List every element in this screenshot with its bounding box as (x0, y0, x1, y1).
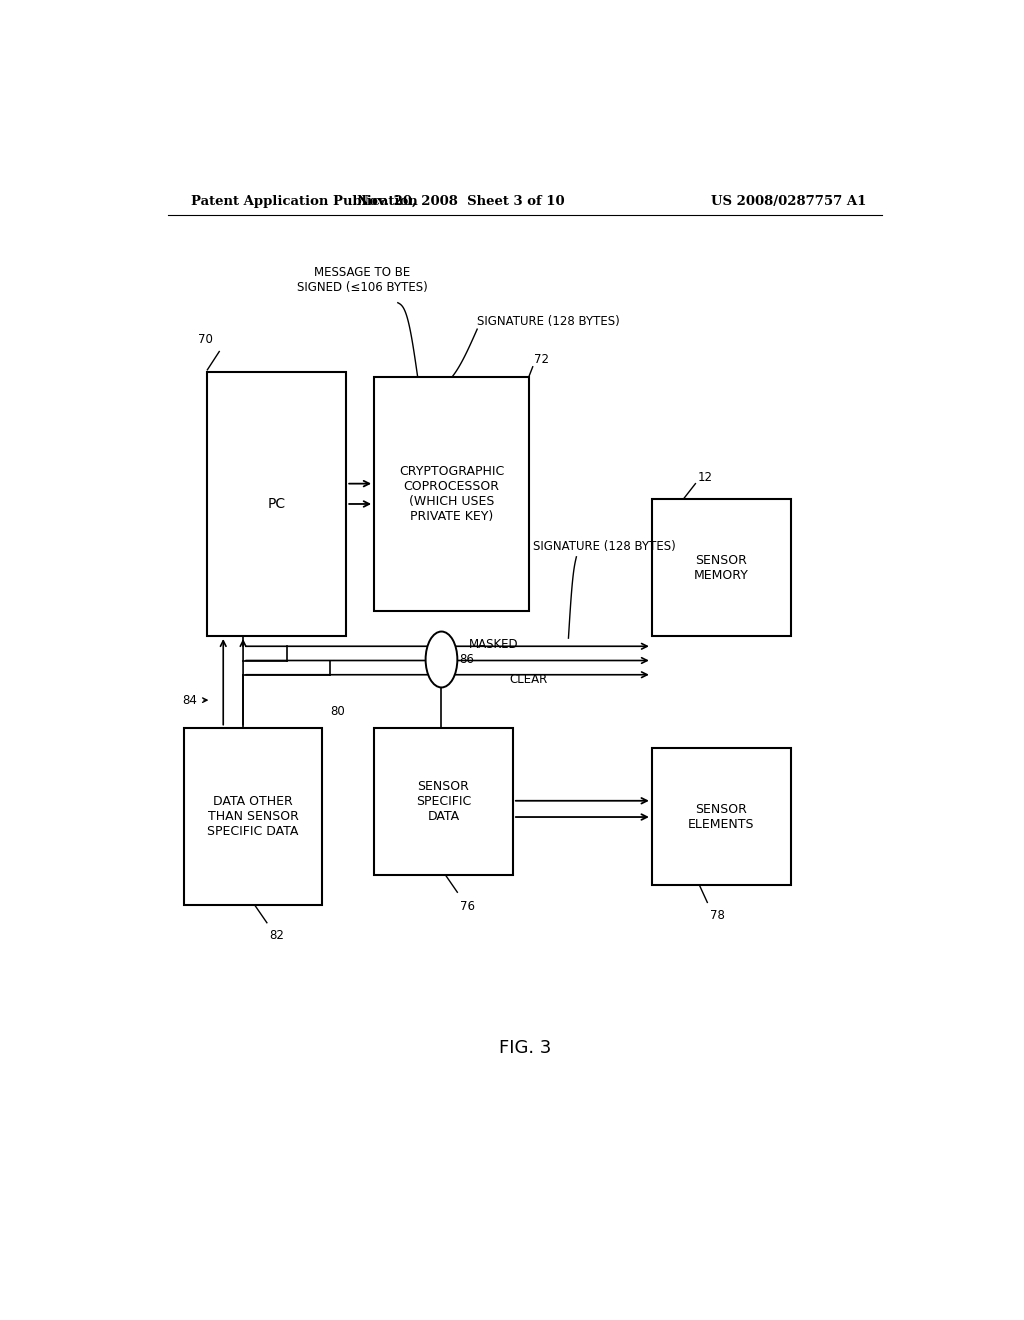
Text: 80: 80 (331, 705, 345, 718)
Text: 72: 72 (535, 352, 549, 366)
Text: SENSOR
SPECIFIC
DATA: SENSOR SPECIFIC DATA (416, 780, 471, 822)
Text: PC: PC (267, 496, 286, 511)
Bar (183, 727, 323, 906)
Text: CRYPTOGRAPHIC
COPROCESSOR
(WHICH USES
PRIVATE KEY): CRYPTOGRAPHIC COPROCESSOR (WHICH USES PR… (398, 465, 504, 523)
Text: DATA OTHER
THAN SENSOR
SPECIFIC DATA: DATA OTHER THAN SENSOR SPECIFIC DATA (207, 795, 299, 838)
Text: SIGNATURE (128 BYTES): SIGNATURE (128 BYTES) (477, 314, 620, 327)
Text: FIG. 3: FIG. 3 (499, 1039, 551, 1057)
Text: Patent Application Publication: Patent Application Publication (191, 194, 418, 207)
Text: 86: 86 (460, 653, 474, 667)
Bar (374, 378, 528, 611)
Text: US 2008/0287757 A1: US 2008/0287757 A1 (711, 194, 866, 207)
Text: 82: 82 (269, 929, 284, 942)
Text: MESSAGE TO BE
SIGNED (≤106 BYTES): MESSAGE TO BE SIGNED (≤106 BYTES) (297, 267, 427, 294)
Text: 76: 76 (460, 900, 475, 913)
Text: 84: 84 (182, 693, 197, 706)
Text: SENSOR
ELEMENTS: SENSOR ELEMENTS (688, 803, 755, 830)
Text: 78: 78 (710, 908, 725, 921)
Text: Nov. 20, 2008  Sheet 3 of 10: Nov. 20, 2008 Sheet 3 of 10 (357, 194, 565, 207)
Text: SENSOR
MEMORY: SENSOR MEMORY (694, 553, 749, 582)
Text: 12: 12 (697, 471, 713, 483)
Text: 70: 70 (198, 334, 213, 346)
Ellipse shape (426, 631, 458, 688)
Bar (374, 727, 513, 875)
Text: CLEAR: CLEAR (509, 673, 547, 686)
Bar (207, 372, 346, 636)
Text: MASKED: MASKED (469, 638, 519, 651)
Bar (652, 499, 791, 636)
Text: SIGNATURE (128 BYTES): SIGNATURE (128 BYTES) (532, 540, 676, 553)
Bar (652, 748, 791, 886)
